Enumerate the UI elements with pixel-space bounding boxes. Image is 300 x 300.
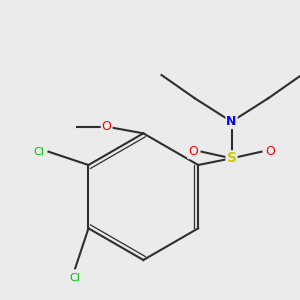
Text: O: O [265, 145, 275, 158]
Text: Cl: Cl [70, 273, 81, 283]
Text: O: O [102, 120, 112, 133]
Text: O: O [188, 145, 198, 158]
Text: S: S [226, 151, 236, 165]
Text: Cl: Cl [33, 147, 44, 157]
Text: N: N [226, 115, 237, 128]
